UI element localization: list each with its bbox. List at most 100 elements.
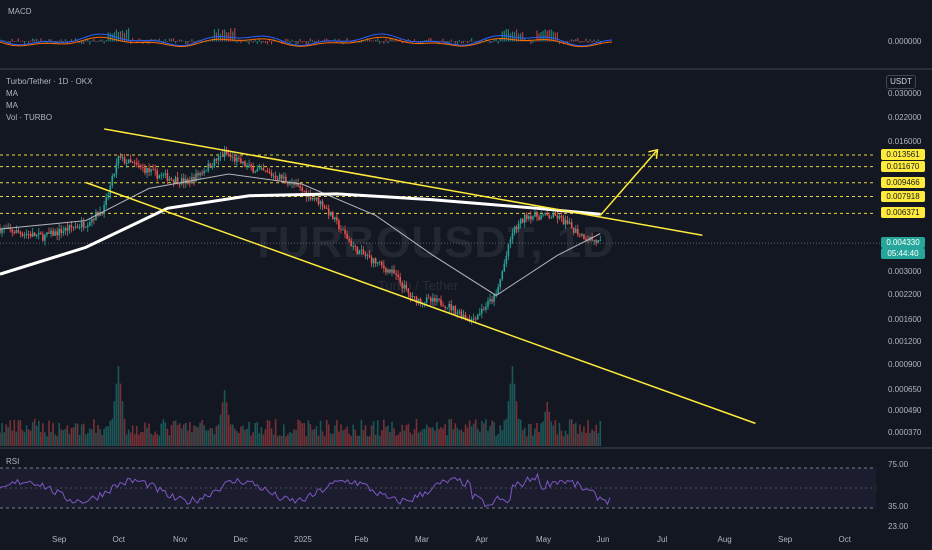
candle-body <box>544 213 546 215</box>
candle-body <box>221 155 224 157</box>
volume-bar <box>140 431 142 446</box>
macd-histogram-bar <box>9 41 11 44</box>
candle-body <box>387 269 389 273</box>
volume-bar <box>389 432 391 446</box>
candle-body <box>532 216 534 220</box>
macd-histogram-bar <box>315 41 318 43</box>
price-level-badge: 0.007918 <box>881 190 925 202</box>
macd-histogram-bar <box>389 38 391 42</box>
pane-separator[interactable] <box>0 68 932 70</box>
candle-body <box>317 197 320 205</box>
volume-bar <box>564 430 567 446</box>
price-pane[interactable]: Turbo/Tether · 1D · OKX MA MA Vol · TURB… <box>0 70 932 446</box>
candle-body <box>348 239 350 241</box>
candle-body <box>450 303 453 311</box>
macd-histogram-bar <box>95 41 97 43</box>
volume-bar <box>229 424 232 446</box>
volume-bar <box>135 426 138 446</box>
volume-bar <box>238 432 240 446</box>
candle-body <box>176 177 179 184</box>
macd-histogram-bar <box>599 41 601 45</box>
candle-body <box>31 232 34 237</box>
macd-histogram-bar <box>185 41 187 45</box>
volume-bar <box>219 414 222 446</box>
candle-body <box>430 298 432 302</box>
macd-histogram-bar <box>240 41 242 44</box>
candle-body <box>152 169 154 171</box>
volume-bar <box>244 429 246 446</box>
macd-histogram-bar <box>303 41 305 42</box>
macd-histogram-bar <box>46 41 48 44</box>
candle-body <box>517 223 520 230</box>
volume-bar <box>227 414 230 446</box>
candle-body <box>558 215 561 219</box>
volume-bar <box>252 432 254 446</box>
candle-body <box>299 186 301 188</box>
macd-histogram-bar <box>195 40 197 42</box>
macd-histogram-bar <box>117 31 120 42</box>
macd-histogram-bar <box>591 41 593 43</box>
rsi-pane[interactable]: RSI 75.00 35.00 23.00 <box>0 450 932 531</box>
volume-bar <box>101 434 103 446</box>
candle-body <box>266 170 269 173</box>
macd-histogram-bar <box>583 41 585 43</box>
symbol-watermark: TURBOUSDT, 1D <box>250 218 616 267</box>
pane-separator[interactable] <box>0 447 932 449</box>
volume-bar <box>266 420 269 446</box>
candle-body <box>76 226 79 228</box>
volume-bar <box>3 432 5 446</box>
macd-pane[interactable]: MACD 0.000000 <box>0 0 932 70</box>
candle-body <box>168 178 171 181</box>
candle-body <box>283 176 285 179</box>
candle-body <box>68 225 71 231</box>
volume-bar <box>440 427 442 446</box>
macd-histogram-bar <box>471 38 473 42</box>
volume-bar <box>501 429 504 446</box>
macd-histogram-bar <box>307 41 309 45</box>
volume-bar <box>240 426 242 446</box>
macd-histogram-bar <box>442 38 444 42</box>
rsi-axis-35: 35.00 <box>888 502 909 511</box>
candle-body <box>534 211 536 217</box>
candle-body <box>472 318 475 320</box>
volume-bar <box>356 435 359 446</box>
candle-body <box>362 249 365 255</box>
candle-body <box>519 219 522 224</box>
volume-bar <box>448 419 450 446</box>
volume-bar <box>493 421 495 446</box>
macd-histogram-bar <box>550 29 552 42</box>
macd-histogram-bar <box>97 41 99 42</box>
price-axis-tick: 0.022000 <box>888 112 922 122</box>
candle-body <box>78 227 81 229</box>
rsi-legend: RSI <box>6 457 20 466</box>
candle-body <box>476 314 479 320</box>
volume-bar <box>550 421 553 446</box>
volume-bar <box>283 424 285 446</box>
macd-histogram-bar <box>299 39 301 42</box>
volume-bar <box>285 436 287 446</box>
macd-histogram-bar <box>221 29 224 42</box>
volume-bar <box>332 433 334 446</box>
volume-bar <box>174 420 177 446</box>
candle-body <box>164 173 167 175</box>
candle-body <box>248 164 250 166</box>
macd-histogram-bar <box>201 41 203 42</box>
macd-histogram-bar <box>546 30 548 42</box>
volume-bar <box>231 424 234 446</box>
candle-body <box>303 190 306 192</box>
volume-bar <box>189 422 191 446</box>
candle-body <box>466 318 469 320</box>
candle-body <box>389 269 391 273</box>
candle-body <box>84 226 87 228</box>
macd-histogram-bar <box>48 39 50 42</box>
macd-histogram-bar <box>266 41 269 45</box>
candle-body <box>485 306 487 310</box>
candle-body <box>131 161 134 163</box>
macd-histogram-bar <box>248 41 250 45</box>
candle-body <box>350 240 352 247</box>
countdown-badge: 05:44:40 <box>881 248 925 260</box>
macd-histogram-bar <box>179 39 181 42</box>
candle-body <box>538 216 540 220</box>
volume-bar <box>583 426 585 446</box>
currency-button[interactable]: USDT <box>886 75 916 89</box>
